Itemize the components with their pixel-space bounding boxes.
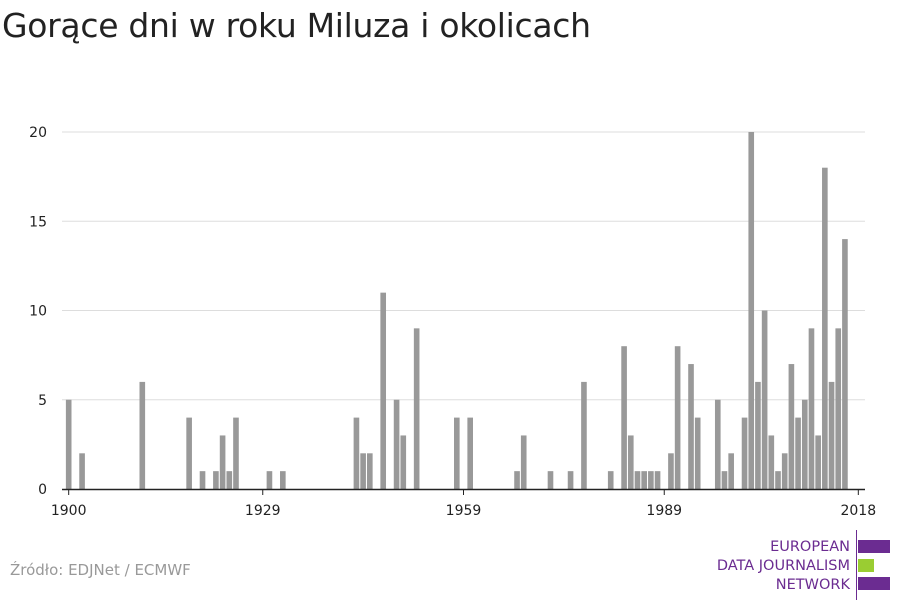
logo-divider bbox=[856, 530, 857, 600]
bar-1950 bbox=[400, 435, 407, 489]
bar-1902 bbox=[79, 453, 85, 489]
bar-1952 bbox=[413, 328, 420, 489]
bar-1967 bbox=[514, 471, 520, 489]
bar-1920 bbox=[199, 471, 206, 489]
bar-2013 bbox=[822, 167, 828, 489]
bar-1991 bbox=[674, 346, 681, 489]
bar-2005 bbox=[768, 435, 775, 489]
bar-1925 bbox=[233, 417, 239, 489]
bar-2009 bbox=[795, 417, 801, 489]
chart-title: Gorące dni w roku Miluza i okolicach bbox=[2, 6, 591, 45]
bar-2010 bbox=[801, 399, 808, 489]
bar-1958 bbox=[453, 417, 460, 489]
x-tick-label: 2018 bbox=[840, 503, 876, 519]
bar-1977 bbox=[581, 381, 587, 489]
x-tick-label: 1929 bbox=[245, 503, 281, 519]
bar-1924 bbox=[226, 471, 233, 489]
bar-1923 bbox=[219, 435, 226, 489]
bar-1949 bbox=[393, 399, 400, 489]
bar-1998 bbox=[721, 471, 728, 489]
bar-1985 bbox=[634, 471, 641, 489]
y-tick-labels: 0 5 10 15 20 bbox=[29, 125, 47, 498]
bar-1988 bbox=[654, 471, 661, 489]
bar-1975 bbox=[567, 471, 574, 489]
bar-2007 bbox=[781, 453, 788, 489]
bar-1997 bbox=[714, 399, 721, 489]
gridlines bbox=[62, 131, 865, 401]
bar-2008 bbox=[788, 364, 795, 489]
logo-line-1: EUROPEAN bbox=[770, 539, 850, 555]
bar-1943 bbox=[353, 417, 360, 489]
logo-line-2: DATA JOURNALISM bbox=[716, 558, 850, 574]
bar-1981 bbox=[607, 471, 614, 489]
bar-2002 bbox=[748, 132, 755, 489]
bar-1922 bbox=[213, 471, 219, 489]
logo-line-3: NETWORK bbox=[775, 577, 850, 593]
bar-1984 bbox=[627, 435, 634, 489]
bar-1993 bbox=[688, 364, 694, 489]
bar-1900 bbox=[65, 399, 72, 489]
bar-1968 bbox=[520, 435, 527, 489]
bar-1918 bbox=[186, 417, 192, 489]
bar-1930 bbox=[266, 471, 273, 489]
x-tick-label: 1959 bbox=[446, 503, 482, 519]
bar-1911 bbox=[139, 381, 146, 489]
bar-1932 bbox=[280, 471, 286, 489]
bar-2012 bbox=[815, 435, 821, 489]
y-tick-label: 20 bbox=[29, 125, 47, 141]
bar-2011 bbox=[808, 328, 815, 489]
bar-1986 bbox=[641, 471, 647, 489]
bar-1990 bbox=[668, 453, 674, 489]
bar-1994 bbox=[694, 417, 701, 489]
edjnet-logo: EUROPEAN DATA JOURNALISM NETWORK bbox=[690, 530, 900, 600]
bars bbox=[65, 132, 848, 489]
y-tick-label: 5 bbox=[38, 393, 47, 409]
bar-1960 bbox=[467, 417, 474, 489]
x-tick-label: 1989 bbox=[646, 503, 682, 519]
x-tick-labels: 1900 1929 1959 1989 2018 bbox=[51, 489, 876, 519]
bar-2004 bbox=[761, 310, 768, 489]
bar-2001 bbox=[741, 417, 748, 489]
x-tick-label: 1900 bbox=[51, 503, 87, 519]
logo-bar-middle bbox=[858, 559, 874, 572]
bar-1987 bbox=[648, 471, 654, 489]
bar-2014 bbox=[828, 381, 835, 489]
y-tick-label: 10 bbox=[29, 304, 47, 320]
bar-1999 bbox=[728, 453, 734, 489]
logo-bar-top bbox=[858, 540, 890, 553]
bar-1983 bbox=[621, 346, 627, 489]
y-tick-label: 0 bbox=[38, 482, 47, 498]
bar-1945 bbox=[367, 453, 373, 489]
bar-1944 bbox=[360, 453, 366, 489]
y-tick-label: 15 bbox=[29, 214, 47, 230]
bar-2003 bbox=[755, 381, 761, 489]
bar-2015 bbox=[835, 328, 842, 489]
bar-2016 bbox=[842, 239, 848, 489]
bar-1972 bbox=[547, 471, 554, 489]
source-note: Źródło: EDJNet / ECMWF bbox=[10, 561, 191, 579]
bar-1947 bbox=[380, 292, 387, 489]
logo-bar-bottom bbox=[858, 577, 890, 590]
bar-2006 bbox=[775, 471, 781, 489]
